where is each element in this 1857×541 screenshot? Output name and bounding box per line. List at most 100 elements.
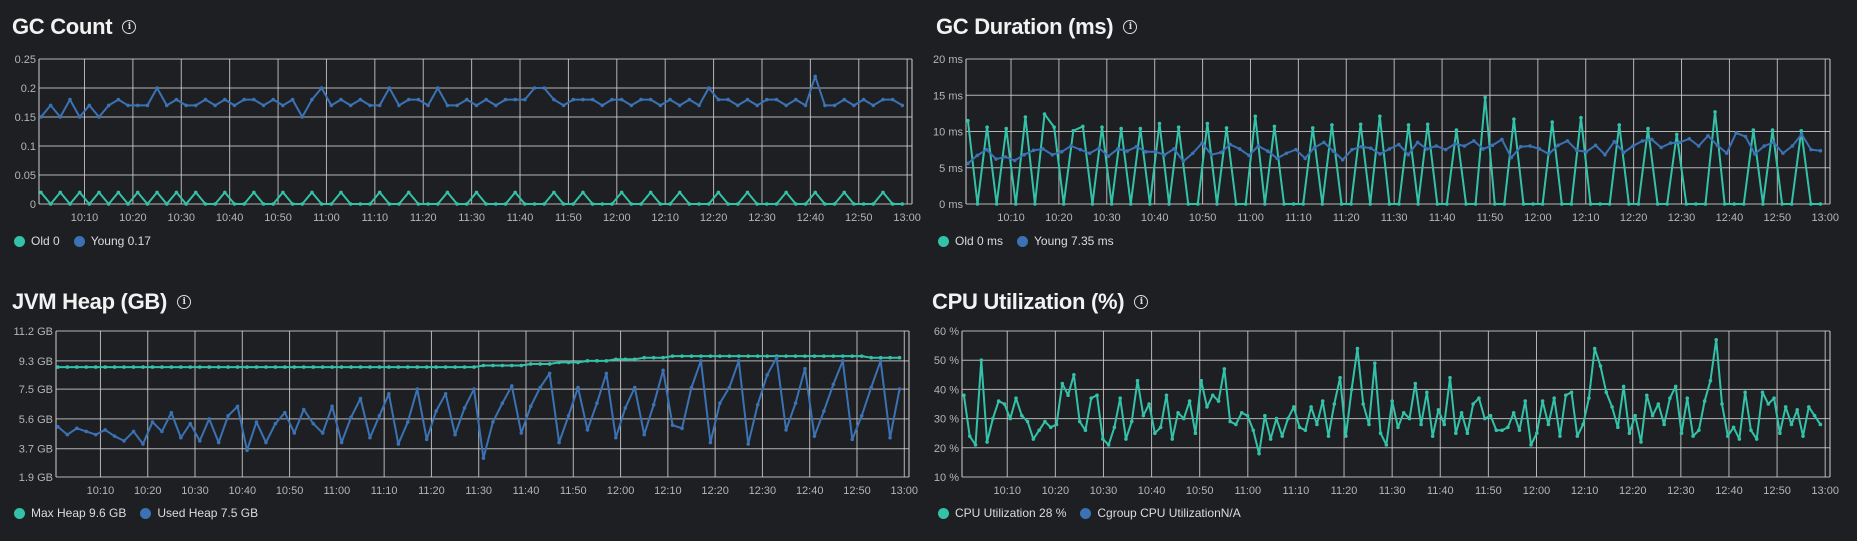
data-point <box>1124 437 1128 441</box>
data-point <box>435 202 440 206</box>
data-point <box>1135 378 1140 383</box>
data-point <box>1518 144 1523 149</box>
x-tick-label: 11:20 <box>1331 485 1358 497</box>
data-point <box>1077 419 1082 424</box>
data-point <box>1425 122 1430 127</box>
data-point <box>1338 375 1342 380</box>
data-point <box>349 415 353 420</box>
data-point <box>58 115 63 119</box>
data-point <box>1419 422 1423 427</box>
data-point <box>1355 346 1360 351</box>
data-point <box>1148 202 1152 206</box>
data-point <box>1425 147 1429 151</box>
legend-item-max-heap[interactable]: Max Heap 9.6 GB <box>14 506 126 520</box>
data-point <box>994 157 998 161</box>
data-point <box>252 97 256 102</box>
info-icon[interactable]: i <box>1134 295 1149 309</box>
data-point <box>1465 431 1470 435</box>
info-icon[interactable]: i <box>1123 20 1138 34</box>
data-point <box>623 357 628 362</box>
data-point <box>651 355 656 360</box>
data-point <box>566 413 571 418</box>
legend-item-used-heap[interactable]: Used Heap 7.5 GB <box>140 506 258 520</box>
y-tick-label: 20 ms <box>933 54 963 66</box>
data-point <box>116 190 121 195</box>
x-tick-label: 10:20 <box>1045 212 1073 224</box>
data-point <box>216 365 221 369</box>
data-point <box>273 365 278 369</box>
data-point <box>595 401 599 406</box>
data-point <box>339 440 344 445</box>
data-point <box>1268 437 1273 441</box>
data-point <box>1162 152 1167 157</box>
data-point <box>727 385 732 390</box>
info-icon[interactable]: i <box>122 20 137 34</box>
data-point <box>1256 144 1261 148</box>
data-point <box>122 439 126 443</box>
legend-dot-icon <box>938 507 949 519</box>
data-point <box>169 365 174 369</box>
legend-item-old[interactable]: Old 0 <box>14 234 60 248</box>
data-point <box>1199 378 1203 383</box>
data-point <box>474 190 479 195</box>
data-point <box>658 103 663 108</box>
legend-item-cgroup-cpu[interactable]: Cgroup CPU UtilizationN/A <box>1080 506 1241 520</box>
data-point <box>832 103 837 108</box>
data-point <box>1633 413 1637 418</box>
info-icon[interactable]: i <box>177 295 192 309</box>
data-point <box>1593 143 1598 148</box>
data-point <box>1297 425 1302 430</box>
legend-item-young[interactable]: Young 7.35 ms <box>1017 234 1114 248</box>
data-point <box>735 202 740 206</box>
legend-item-old[interactable]: Old 0 ms <box>938 234 1003 248</box>
data-point <box>632 357 637 362</box>
data-point <box>179 435 183 440</box>
data-point <box>135 190 140 195</box>
y-tick-label: 5 ms <box>939 163 963 175</box>
x-tick-label: 12:40 <box>796 485 824 497</box>
x-tick-label: 12:00 <box>1523 485 1551 497</box>
data-point <box>65 432 70 437</box>
data-point <box>1253 114 1258 119</box>
data-point <box>1617 123 1622 127</box>
data-point <box>1674 132 1679 137</box>
legend-dot-icon <box>938 235 949 247</box>
y-tick-label: 10 ms <box>933 127 963 139</box>
data-point <box>358 365 363 369</box>
data-point <box>415 387 420 391</box>
data-point <box>1818 202 1823 206</box>
data-point <box>1138 126 1143 131</box>
data-point <box>396 442 401 446</box>
data-point <box>852 202 856 206</box>
data-point <box>765 354 769 358</box>
x-tick-label: 11:20 <box>418 485 445 497</box>
data-point <box>443 391 448 396</box>
gc-count-title: GC Count <box>12 14 113 39</box>
data-point <box>1315 422 1319 427</box>
data-point <box>595 359 599 363</box>
legend-item-cpu[interactable]: CPU Utilization 28 % <box>938 506 1066 520</box>
legend-item-young[interactable]: Young 0.17 <box>73 234 151 248</box>
data-point <box>106 103 111 108</box>
data-point <box>822 409 826 413</box>
data-point <box>1760 390 1765 395</box>
data-point <box>235 404 240 409</box>
data-point <box>614 435 618 440</box>
data-point <box>1368 202 1373 206</box>
data-point <box>1464 202 1468 206</box>
data-point <box>1443 147 1448 152</box>
data-point <box>197 365 202 369</box>
data-point <box>859 354 864 358</box>
data-point <box>377 413 382 418</box>
data-point <box>897 387 902 391</box>
data-point <box>1604 390 1609 395</box>
x-tick-label: 10:30 <box>168 212 196 224</box>
data-point <box>106 202 111 206</box>
data-point <box>349 365 353 369</box>
y-tick-label: 0.2 <box>21 83 36 95</box>
chart-legend: Old 0 Young 0.17 <box>14 234 151 248</box>
data-point <box>1282 202 1286 206</box>
data-point <box>1349 202 1353 206</box>
data-point <box>264 365 268 369</box>
data-point <box>329 103 334 108</box>
